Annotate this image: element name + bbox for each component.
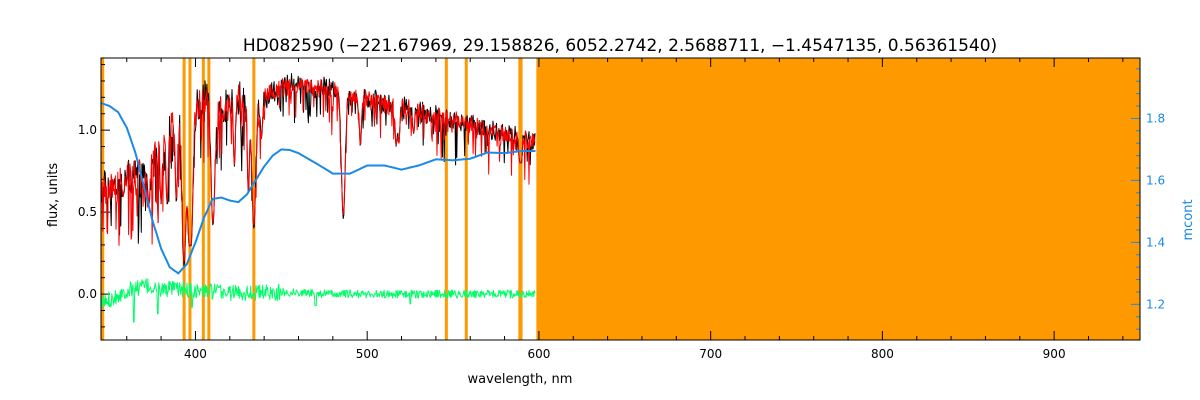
y2-tick-label: 1.4 (1146, 235, 1165, 249)
y-tick-label: 0.5 (78, 205, 97, 219)
x-tick-label: 800 (871, 347, 894, 361)
masked-line (201, 58, 205, 340)
masked-line (444, 58, 448, 340)
x-tick-label: 900 (1043, 347, 1066, 361)
masked-line (182, 58, 186, 340)
x-tick-label: 500 (356, 347, 379, 361)
x-tick-label: 700 (699, 347, 722, 361)
plot-frame (100, 57, 1141, 341)
plot-area (101, 73, 536, 323)
x-tick-label: 600 (527, 347, 550, 361)
model-spectrum-line (101, 77, 536, 262)
y2-tick-label: 1.8 (1146, 111, 1165, 125)
x-axis-title: wavelength, nm (468, 372, 573, 387)
masked-regions (101, 58, 1140, 340)
continuum-line (101, 101, 536, 275)
masked-line (207, 58, 211, 340)
masked-region (536, 58, 1140, 340)
chart-title: HD082590 (−221.67969, 29.158826, 6052.27… (243, 36, 997, 56)
masked-line (252, 58, 256, 340)
y-tick-label: 0.0 (78, 287, 97, 301)
masked-line (188, 58, 192, 340)
x-tick-label: 400 (184, 347, 207, 361)
data-series (101, 73, 536, 323)
y-tick-label: 1.0 (78, 123, 97, 137)
y2-axis-title: mcont (1181, 199, 1196, 240)
tick-marks (101, 58, 1140, 340)
y-axis-title: flux, units (46, 163, 61, 228)
y2-tick-label: 1.2 (1146, 297, 1165, 311)
masked-line (519, 58, 523, 340)
axis-labels: 400 500 600 700 800 900 0.0 0.5 1.0 1.2 1.4 1.6 1.8 (78, 111, 1165, 361)
residual-line (101, 278, 536, 323)
masked-line (464, 58, 468, 340)
y2-tick-label: 1.6 (1146, 173, 1165, 187)
